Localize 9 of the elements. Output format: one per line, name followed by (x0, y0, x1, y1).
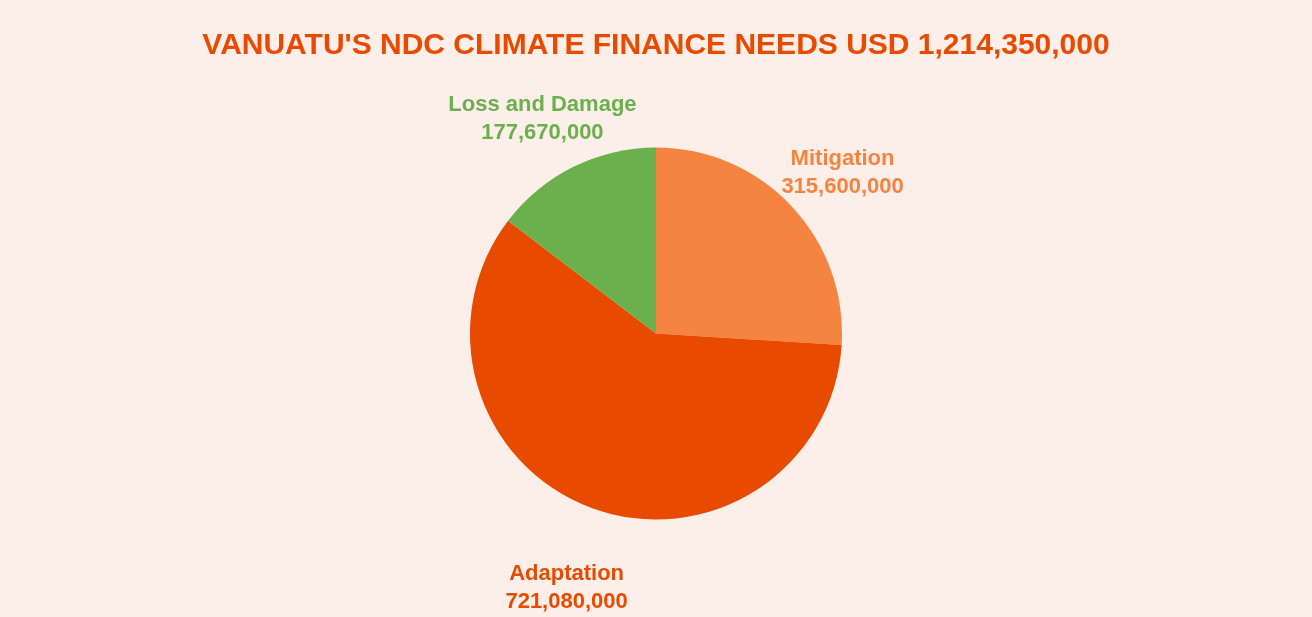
slice-label: Loss and Damage (448, 91, 637, 117)
data-label: 177,670,000 (481, 119, 604, 145)
pie-slice (470, 220, 842, 520)
chart-title: VANUATU'S NDC CLIMATE FINANCE NEEDS USD 1,214,350,000 (202, 27, 1110, 60)
data-label: 721,080,000 (505, 588, 628, 614)
slice-label: Adaptation (509, 560, 625, 586)
slice-label: Mitigation (790, 145, 895, 171)
data-label: 315,600,000 (781, 173, 904, 199)
pie-slice (508, 147, 656, 334)
